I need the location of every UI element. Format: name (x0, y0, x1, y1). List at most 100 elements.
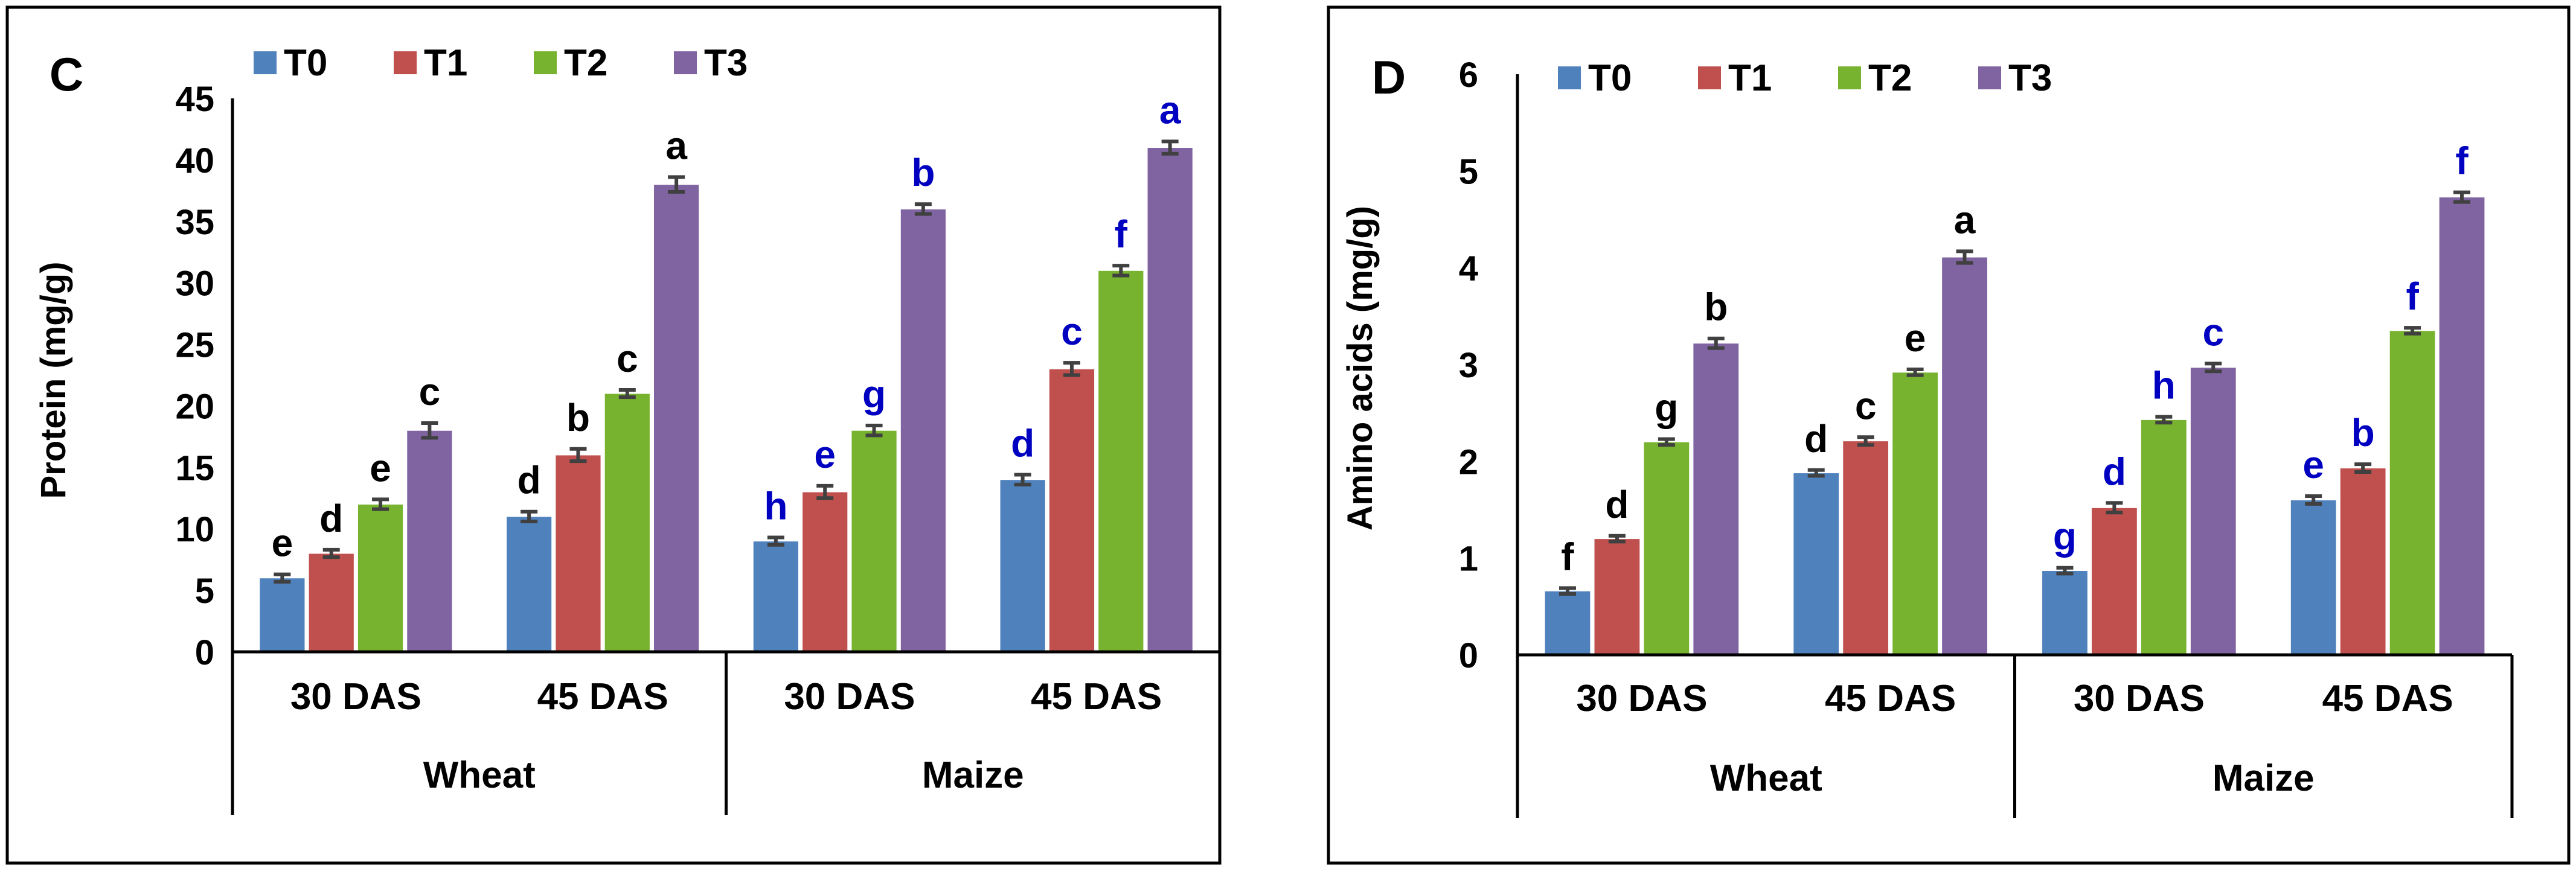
panel-d-significance-letter: e (1905, 316, 1926, 360)
panel-d-y-tick-label: 0 (1459, 636, 1478, 675)
panel-c-significance-letter: a (665, 124, 687, 167)
panel-c-y-tick-label: 30 (175, 264, 214, 304)
panel-c-bar-t2 (357, 503, 404, 652)
panel-c-x-tick-label: 30 DAS (290, 676, 421, 718)
panel-d-significance-letter: f (2406, 275, 2419, 318)
panel-d-bar-t2 (1892, 372, 1938, 655)
panel-c-y-tick-label: 35 (175, 203, 214, 242)
panel-d-y-tick-label: 3 (1459, 346, 1478, 385)
panel-c-bar-t1 (308, 553, 354, 652)
panel-d-x-tick-label: 45 DAS (1825, 678, 1956, 719)
panel-c-y-tick-label: 25 (175, 326, 214, 365)
panel-d-bar-t3 (1941, 257, 1988, 655)
panel-c-significance-letter: d (1011, 422, 1034, 465)
panel-d-group-label: Wheat (1710, 757, 1822, 799)
panel-d-error-bar (1807, 468, 1825, 478)
panel-d-error-bar (1906, 368, 1924, 377)
panel-d-bar-t0 (1793, 473, 1840, 655)
panel-d-error-bar (2106, 501, 2123, 515)
panel-d-error-bar (1608, 534, 1626, 544)
panel-d-error-bar (2305, 494, 2322, 506)
panel-c-bar-t0 (752, 541, 799, 652)
panel-d-label: D (1372, 51, 1406, 104)
panel-d-y-tick-label: 2 (1459, 442, 1478, 482)
legend-swatch-t1 (394, 51, 417, 74)
panel-c-error-bar (816, 483, 834, 500)
legend-swatch-t2 (1838, 66, 1861, 89)
panel-d-significance-letter: b (2351, 411, 2375, 454)
panel-d-significance-letter: c (1855, 384, 1877, 427)
panel-d-error-bar (2453, 190, 2471, 204)
panel-d-error-bar (1857, 435, 1874, 447)
panel-d-error-bar (2354, 462, 2372, 474)
panel-c-error-bar (521, 509, 538, 523)
panel-c-significance-letter: e (814, 433, 836, 476)
panel-c-group-label: Maize (922, 754, 1024, 796)
panel-c-significance-letter: d (517, 459, 541, 502)
panel-d-bar-t0 (2042, 570, 2088, 655)
panel-c-bar-t1 (555, 454, 601, 652)
panel-c-y-tick-label: 10 (175, 510, 214, 549)
legend-label-t3: T3 (2008, 57, 2052, 99)
panel-d-y-tick-label: 6 (1459, 56, 1478, 95)
panel-d-bar-t2 (2389, 330, 2436, 655)
panel-d-error-bar (2205, 362, 2222, 374)
panel-d-significance-letter: f (2455, 139, 2469, 183)
panel-d-bar-t3 (2190, 367, 2237, 655)
legend-label-t0: T0 (284, 42, 327, 84)
panel-c-significance-letter: h (764, 484, 787, 528)
panel-c-error-bar (322, 547, 340, 559)
panel-d-error-bar (1658, 437, 1675, 447)
panel-d-significance-letter: d (1804, 417, 1828, 461)
panel-d-group-label: Maize (2212, 757, 2315, 799)
legend-label-t1: T1 (424, 42, 467, 84)
panel-c-error-bar (668, 175, 685, 194)
panel-d-significance-letter: f (1561, 535, 1574, 578)
panel-d-x-tick-label: 30 DAS (1576, 678, 1707, 719)
panel-c-error-bar (1161, 139, 1179, 156)
panel-d-error-bar (1559, 586, 1576, 596)
panel-c-bar-t3 (406, 430, 453, 652)
panel-d-bar-t1 (1842, 441, 1889, 655)
legend-label-t2: T2 (564, 42, 607, 84)
panel-c-error-bar (914, 202, 932, 216)
panel-d-significance-letter: a (1954, 198, 1976, 241)
panel-d-significance-letter: d (2103, 450, 2126, 493)
panel-c-significance-letter: b (911, 151, 935, 194)
panel-d-bar-t0 (1544, 590, 1591, 655)
panel-c-error-bar (569, 447, 587, 464)
panel-c-error-bar (372, 497, 389, 511)
panel-c-error-bar (865, 424, 883, 438)
panel-d-error-bar (1956, 249, 1973, 265)
panel-d-significance-letter: d (1605, 483, 1629, 526)
panel-c-error-bar (618, 387, 636, 400)
panel-c-bar-t2 (1098, 270, 1144, 652)
panel-d-y-tick-label: 4 (1459, 249, 1478, 288)
panel-c-bar-t3 (900, 208, 946, 652)
panel-c-error-bar (1112, 264, 1130, 278)
legend-label-t1: T1 (1728, 57, 1772, 99)
panel-d-bar-t1 (1594, 538, 1641, 655)
legend-swatch-t0 (1558, 66, 1581, 89)
panel-d-x-tick-label: 30 DAS (2074, 678, 2205, 719)
panel-d-bar-t3 (1693, 343, 1740, 655)
panel-d-y-tick-label: 1 (1459, 540, 1478, 579)
panel-c-y-axis-title: Protein (mg/g) (34, 261, 73, 499)
panel-c-error-bar (421, 421, 438, 440)
panel-d-x-tick-label: 45 DAS (2322, 678, 2453, 719)
panel-c-significance-letter: f (1115, 212, 1128, 256)
panel-c-bar-t0 (999, 479, 1046, 652)
legend-swatch-t3 (674, 51, 697, 74)
panel-c-label: C (50, 48, 83, 101)
panel-d-error-bar (2056, 566, 2074, 576)
legend-swatch-t3 (1978, 66, 2001, 89)
panel-c-y-tick-label: 0 (195, 633, 214, 672)
panel-c-y-tick-label: 45 (175, 80, 214, 119)
panel-c-y-tick-label: 5 (195, 572, 214, 611)
panel-c-significance-letter: e (370, 446, 391, 489)
panel-c-error-bar (1063, 361, 1080, 377)
panel-c-bar-t1 (1048, 368, 1095, 652)
legend-swatch-t2 (534, 51, 557, 74)
panel-d-significance-letter: g (2053, 515, 2077, 558)
